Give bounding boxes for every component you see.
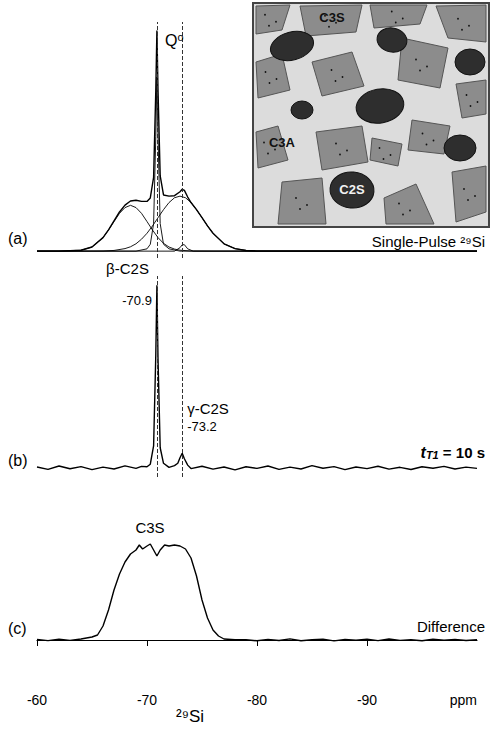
svg-text:T1: T1	[426, 449, 439, 461]
svg-text:Difference: Difference	[417, 618, 485, 635]
svg-text:-90: -90	[357, 692, 377, 708]
svg-text:-70.9: -70.9	[122, 293, 152, 308]
svg-text:C3A: C3A	[269, 135, 296, 150]
svg-text:β-C2S: β-C2S	[106, 260, 149, 277]
svg-text:Single-Pulse ²⁹Si: Single-Pulse ²⁹Si	[372, 233, 485, 250]
svg-text:(a): (a)	[8, 230, 28, 247]
svg-text:γ-C2S: γ-C2S	[187, 400, 229, 417]
svg-text:-60: -60	[27, 692, 47, 708]
svg-text:(b): (b)	[8, 452, 28, 469]
svg-text:C3S: C3S	[319, 10, 345, 25]
svg-text:Q⁰: Q⁰	[165, 32, 184, 49]
svg-text:-80: -80	[247, 692, 267, 708]
svg-text:-73.2: -73.2	[187, 419, 217, 434]
svg-text:-70: -70	[137, 692, 157, 708]
svg-text:ppm: ppm	[450, 692, 477, 708]
svg-text:(c): (c)	[8, 620, 27, 637]
svg-text:t: t	[421, 444, 427, 461]
svg-text:C2S: C2S	[339, 182, 365, 197]
svg-text:²⁹Si: ²⁹Si	[176, 707, 204, 726]
svg-text:= 10 s: = 10 s	[439, 444, 485, 461]
svg-text:C3S: C3S	[135, 519, 164, 536]
